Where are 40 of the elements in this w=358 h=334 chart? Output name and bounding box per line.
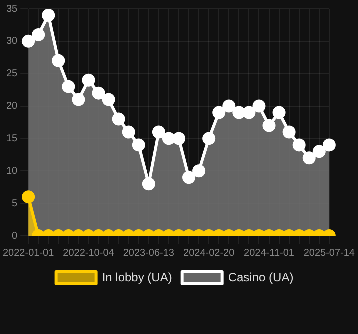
point (262, 119, 276, 132)
y-tick-label: 30 (6, 36, 18, 48)
point (62, 80, 76, 94)
point (292, 138, 306, 152)
y-tick-label: 20 (6, 101, 18, 112)
y-tick-label: 15 (6, 133, 18, 144)
point (272, 106, 286, 120)
point (72, 93, 86, 106)
point (222, 100, 236, 113)
point (232, 106, 246, 120)
point (252, 100, 266, 113)
x-tick-label: 2022-01-01 (3, 248, 55, 259)
point (172, 132, 186, 146)
y-tick-label: 10 (6, 166, 18, 177)
y-tick-label: 25 (6, 68, 18, 80)
x-tick-label: 2024-11-01 (244, 248, 295, 259)
x-tick-label: 2024-02-20 (184, 248, 236, 259)
point (132, 138, 146, 152)
point (202, 132, 216, 146)
point (312, 145, 326, 158)
point (322, 138, 336, 152)
x-tick-label: 2025-07-14 (304, 248, 356, 259)
point (152, 126, 166, 139)
y-tick-label: 0 (12, 230, 18, 242)
point (112, 112, 126, 126)
x-tick-label: 2022-10-04 (63, 248, 115, 259)
point (102, 93, 116, 106)
point (242, 106, 256, 120)
point (92, 86, 106, 100)
y-tick-label: 5 (12, 198, 18, 210)
point (282, 126, 296, 139)
legend-label: Casino (UA) (228, 270, 294, 284)
point (162, 132, 176, 146)
point (82, 74, 96, 87)
point (212, 106, 226, 120)
point (122, 126, 136, 139)
legend-label: In lobby (UA) (102, 270, 172, 284)
point (302, 152, 316, 165)
y-tick-label: 35 (6, 4, 18, 15)
x-tick-label: 2023-06-13 (123, 248, 175, 259)
